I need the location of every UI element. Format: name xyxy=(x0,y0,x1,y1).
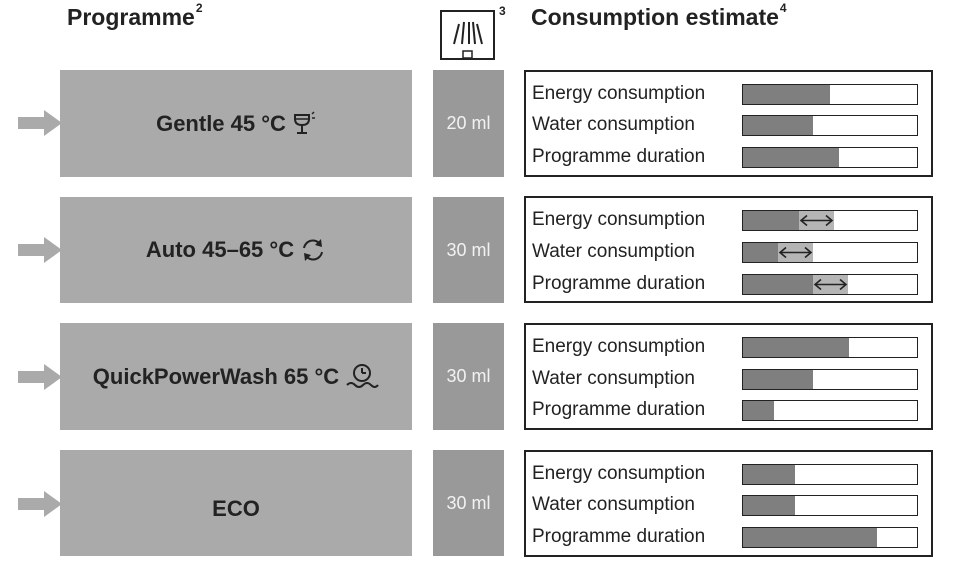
consumption-bar-fill xyxy=(743,370,813,389)
programme-duration-row: Programme duration xyxy=(526,394,931,425)
consumption-bar-fill xyxy=(743,496,795,515)
consumption-header-footnote: 4 xyxy=(779,1,787,16)
water-consumption-row: Water consumption xyxy=(526,109,931,140)
programme-duration-row: Programme duration xyxy=(526,141,931,172)
wine-glass-icon xyxy=(293,110,315,134)
consumption-bar-fill xyxy=(743,275,813,294)
consumption-label: Programme duration xyxy=(532,399,706,420)
consumption-bar xyxy=(742,242,918,263)
programme-name: QuickPowerWash 65 °C xyxy=(92,363,340,389)
energy-consumption-row: Energy consumption xyxy=(526,331,931,362)
quick-power-wash-icon xyxy=(346,363,380,388)
consumption-bar-fill xyxy=(743,401,774,420)
programme-duration-row: Programme duration xyxy=(526,521,931,552)
consumption-label: Energy consumption xyxy=(532,209,706,230)
consumption-bar xyxy=(742,274,918,295)
detergent-dose-value: 20 ml xyxy=(446,113,491,133)
consumption-estimate-quickpowerwash: Energy consumption Water consumption Pro… xyxy=(524,323,933,430)
auto-cycle-icon xyxy=(303,239,324,261)
detergent-dose-icon xyxy=(440,10,495,60)
consumption-bar xyxy=(742,147,918,168)
consumption-estimate-gentle: Energy consumption Water consumption Pro… xyxy=(524,70,933,177)
consumption-bar-fill xyxy=(743,148,839,167)
consumption-bar xyxy=(742,115,918,136)
energy-consumption-row: Energy consumption xyxy=(526,78,931,109)
detergent-dose-auto: 30 ml xyxy=(433,197,504,303)
programme-duration-row: Programme duration xyxy=(526,268,931,299)
selection-arrow-icon xyxy=(18,364,62,390)
consumption-label: Energy consumption xyxy=(532,336,706,357)
programme-name: Auto 45–65 °C xyxy=(145,237,295,262)
selection-arrow-icon xyxy=(18,110,62,136)
consumption-bar-fill xyxy=(743,243,778,262)
programme-auto-45-65: Auto 45–65 °C xyxy=(60,197,412,303)
consumption-bar xyxy=(742,464,918,485)
consumption-bar xyxy=(742,369,918,390)
programme-eco: ECO xyxy=(60,450,412,556)
consumption-label: Energy consumption xyxy=(532,463,706,484)
consumption-range-arrow xyxy=(778,243,813,262)
consumption-label: Water consumption xyxy=(532,494,695,515)
detergent-dose-value: 30 ml xyxy=(446,492,491,513)
consumption-bar-fill xyxy=(743,85,830,104)
detergent-dose-gentle: 20 ml xyxy=(433,70,504,177)
programme-gentle-45: Gentle 45 °C xyxy=(60,70,412,177)
detergent-dose-value: 30 ml xyxy=(446,366,491,386)
consumption-label: Energy consumption xyxy=(532,83,706,104)
programme-quickpowerwash-65: QuickPowerWash 65 °C xyxy=(60,323,412,430)
programme-header-footnote: 2 xyxy=(195,1,203,16)
selection-arrow-icon xyxy=(18,491,62,517)
detergent-dose-footnote: 3 xyxy=(499,4,506,18)
consumption-label: Programme duration xyxy=(532,273,706,294)
consumption-bar xyxy=(742,337,918,358)
water-consumption-row: Water consumption xyxy=(526,363,931,394)
water-consumption-row: Water consumption xyxy=(526,236,931,267)
consumption-estimate-auto: Energy consumption Water consumption Pro… xyxy=(524,196,933,303)
consumption-bar xyxy=(742,495,918,516)
consumption-label: Programme duration xyxy=(532,146,706,167)
detergent-dose-quickpowerwash: 30 ml xyxy=(433,323,504,430)
water-consumption-row: Water consumption xyxy=(526,489,931,520)
consumption-estimate-eco: Energy consumption Water consumption Pro… xyxy=(524,450,933,557)
programme-name: Gentle 45 °C xyxy=(156,110,286,136)
consumption-bar xyxy=(742,84,918,105)
energy-consumption-row: Energy consumption xyxy=(526,204,931,235)
consumption-bar-fill xyxy=(743,211,799,230)
consumption-bar xyxy=(742,527,918,548)
consumption-bar xyxy=(742,210,918,231)
programme-header: Programme2 xyxy=(67,1,203,31)
consumption-label: Water consumption xyxy=(532,114,695,135)
consumption-bar-fill xyxy=(743,465,795,484)
consumption-bar-fill xyxy=(743,116,813,135)
consumption-bar-fill xyxy=(743,338,849,357)
detergent-dose-value: 30 ml xyxy=(446,239,491,260)
consumption-range-arrow xyxy=(799,211,834,230)
consumption-bar xyxy=(742,400,918,421)
consumption-header: Consumption estimate4 xyxy=(531,1,787,31)
energy-consumption-row: Energy consumption xyxy=(526,458,931,489)
consumption-label: Programme duration xyxy=(532,526,706,547)
consumption-label: Water consumption xyxy=(532,241,695,262)
selection-arrow-icon xyxy=(18,237,62,263)
consumption-header-text: Consumption estimate xyxy=(531,4,779,30)
programme-header-text: Programme xyxy=(67,4,195,30)
consumption-range-arrow xyxy=(813,275,848,294)
programme-name: ECO xyxy=(212,496,260,521)
detergent-dose-eco: 30 ml xyxy=(433,450,504,556)
consumption-bar-fill xyxy=(743,528,877,547)
consumption-label: Water consumption xyxy=(532,368,695,389)
